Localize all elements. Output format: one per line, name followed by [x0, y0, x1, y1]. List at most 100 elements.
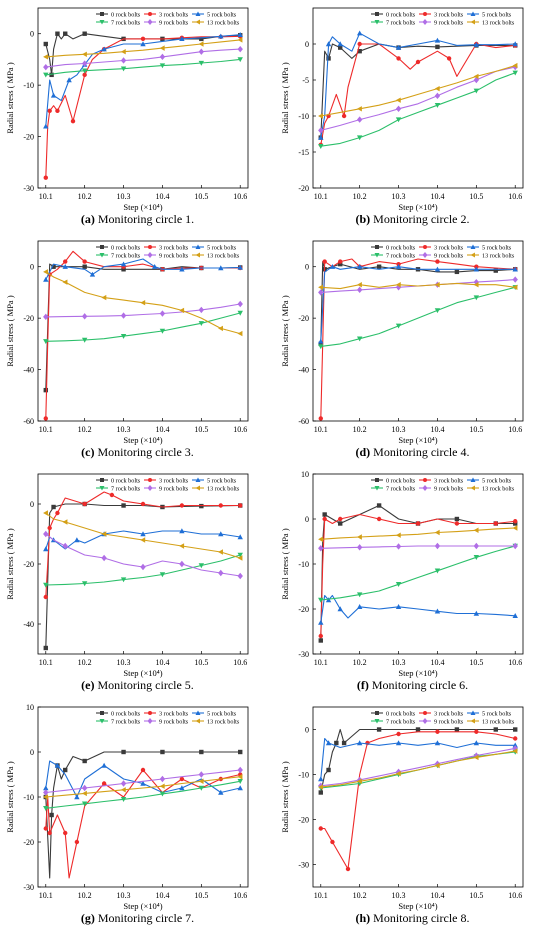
data-point — [473, 88, 480, 94]
legend-label: 7 rock bolts — [386, 252, 416, 259]
data-point — [330, 839, 335, 845]
data-point — [434, 103, 441, 108]
data-point — [318, 536, 323, 542]
series-13-rock-bolts — [43, 269, 243, 337]
series-line — [320, 261, 516, 344]
data-point — [237, 57, 243, 63]
y-tick-label: -20 — [23, 133, 34, 142]
y-tick-label: 0 — [305, 263, 309, 272]
data-point — [473, 740, 480, 746]
data-point — [334, 740, 339, 746]
x-axis-label: Step (×10⁴) — [398, 202, 437, 212]
x-tick-label: 10.6 — [508, 425, 522, 434]
data-point — [454, 727, 460, 732]
data-point — [81, 337, 88, 343]
data-point — [395, 740, 402, 746]
chart-panel-5: 10.1 10.2 10.3 10.4 10.5 10.6 -40 -20 0 Step (×10… — [0, 466, 275, 699]
panel-letter: (c) — [81, 445, 95, 459]
chart-panel-3: 10.1 10.2 10.3 10.4 10.5 10.6 -60 -40 -20 0 Step (… — [0, 233, 275, 466]
legend-label: 9 rock bolts — [434, 19, 464, 26]
data-point — [159, 53, 166, 61]
panel-caption-text: Monitoring circle 7. — [94, 911, 195, 925]
data-point — [473, 542, 480, 550]
x-tick-label: 10.3 — [117, 658, 131, 667]
y-tick-label: -15 — [298, 148, 309, 157]
chart-svg: 10.1 10.2 10.3 10.4 10.5 10.6 -30 -20 -10 0 Step (… — [5, 7, 249, 212]
data-point — [512, 525, 518, 531]
data-point — [395, 543, 402, 550]
x-tick-label: 10.5 — [194, 658, 208, 667]
data-point — [198, 778, 204, 784]
data-point — [198, 41, 204, 47]
data-point — [120, 261, 127, 267]
x-tick-label: 10.4 — [430, 425, 444, 434]
y-tick-label: -20 — [298, 184, 309, 193]
data-point — [81, 790, 87, 797]
series-0-rock-bolts — [318, 261, 518, 347]
y-tick-label: -10 — [298, 560, 309, 569]
data-point — [101, 46, 107, 52]
x-tick-label: 10.5 — [469, 891, 483, 900]
series-7-rock-bolts — [43, 310, 243, 344]
legend-marker — [374, 20, 380, 25]
y-tick-label: -20 — [23, 560, 34, 569]
data-point — [62, 279, 68, 285]
legend: 0 rock bolts 3 rock bolts 5 rock bolts 7 ro… — [96, 11, 240, 26]
data-point — [318, 134, 324, 140]
legend-marker — [148, 245, 152, 249]
data-point — [43, 41, 48, 47]
data-point — [159, 310, 166, 317]
legend-marker — [375, 245, 379, 249]
data-point — [356, 740, 363, 746]
legend-label: 9 rock bolts — [434, 485, 464, 492]
data-point — [322, 259, 327, 264]
legend-marker — [470, 244, 476, 249]
panel-caption-text: Monitoring circle 5. — [94, 678, 194, 692]
x-tick-label: 10.3 — [117, 891, 131, 900]
data-point — [43, 416, 48, 421]
data-point — [473, 266, 480, 272]
series-3-rock-bolts — [43, 491, 243, 600]
data-point — [81, 313, 88, 320]
panel-caption: (a) Monitoring circle 1. — [0, 212, 275, 227]
data-point — [218, 265, 224, 271]
y-tick-label: -20 — [298, 816, 309, 825]
data-point — [121, 503, 126, 508]
legend-marker — [470, 485, 475, 491]
data-point — [82, 31, 87, 36]
data-point — [140, 563, 146, 571]
x-tick-label: 10.1 — [314, 425, 328, 434]
data-point — [435, 44, 440, 50]
x-tick-label: 10.2 — [353, 658, 367, 667]
data-point — [473, 610, 480, 616]
legend-label: 0 rock bolts — [386, 710, 416, 717]
series-7-rock-bolts — [318, 285, 518, 350]
data-point — [159, 63, 166, 69]
data-point — [326, 767, 331, 773]
legend-marker — [195, 477, 201, 482]
series-line — [320, 728, 516, 793]
x-tick-label: 10.1 — [39, 891, 53, 900]
data-point — [318, 341, 323, 347]
series-9-rock-bolts — [318, 745, 518, 789]
y-tick-label: -30 — [23, 184, 34, 193]
data-point — [325, 597, 332, 603]
data-point — [89, 271, 96, 277]
legend-marker — [195, 11, 201, 16]
data-point — [43, 785, 49, 791]
data-point — [47, 108, 52, 114]
data-point — [43, 313, 49, 321]
series-7-rock-bolts — [318, 543, 518, 603]
data-point — [218, 569, 224, 577]
data-point — [120, 577, 127, 583]
plot-frame — [312, 7, 524, 189]
series-13-rock-bolts — [318, 62, 518, 119]
chart-svg: 10.1 10.2 10.3 10.4 10.5 10.6 -40 -20 0 Step (×10… — [5, 473, 249, 678]
data-point — [101, 554, 107, 562]
series-3-rock-bolts — [43, 34, 243, 180]
series-line — [45, 263, 241, 391]
data-point — [55, 108, 60, 114]
data-point — [54, 762, 61, 768]
data-point — [63, 31, 68, 36]
chart-svg: 10.1 10.2 10.3 10.4 10.5 10.6 -30 -20 -10 0 10 Step… — [280, 470, 524, 678]
